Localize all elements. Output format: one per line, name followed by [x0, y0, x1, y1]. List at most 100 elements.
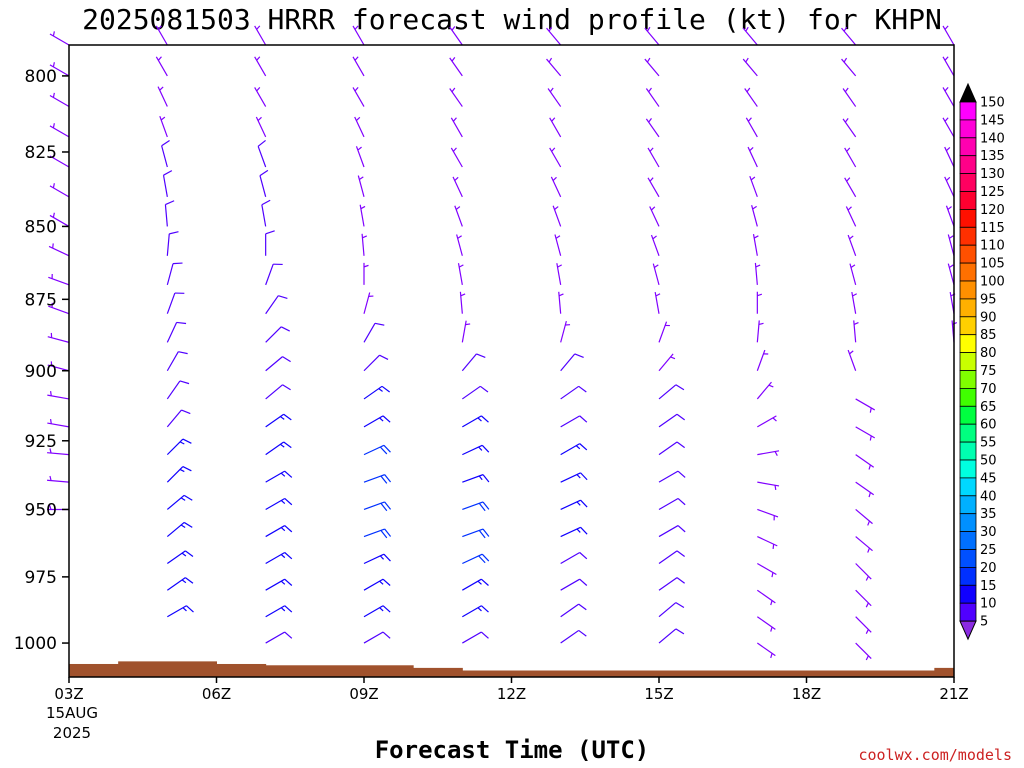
- wind-barb: [757, 450, 780, 456]
- wind-barb: [461, 320, 471, 343]
- wind-barb: [842, 117, 857, 138]
- colorbar-bottom-arrow: [959, 620, 977, 641]
- x-tick-label: 18Z: [792, 685, 821, 703]
- wind-barb: [942, 56, 955, 77]
- wind-barb: [166, 231, 179, 256]
- terrain-segment: [934, 667, 955, 677]
- wind-barb: [49, 183, 70, 198]
- x-date-year: 2025: [53, 724, 91, 742]
- wind-barb: [355, 146, 365, 168]
- wind-barb: [166, 380, 190, 400]
- wind-barb: [363, 528, 392, 539]
- terrain-segment: [462, 670, 935, 677]
- wind-barb: [259, 169, 269, 197]
- wind-barb: [457, 263, 464, 285]
- wind-barb: [166, 521, 193, 538]
- colorbar-label: 35: [980, 507, 997, 522]
- wind-barb: [756, 349, 769, 371]
- wind-barb: [560, 443, 588, 456]
- wind-barb: [49, 123, 70, 138]
- wind-barb: [166, 577, 194, 591]
- wind-barb: [363, 385, 390, 400]
- wind-barb: [841, 57, 857, 77]
- colorbar-label: 75: [980, 364, 997, 379]
- wind-barb: [255, 116, 267, 138]
- wind-barb: [560, 551, 588, 565]
- wind-barb: [756, 616, 776, 632]
- colorbar-label: 110: [980, 239, 1005, 254]
- wind-barb: [547, 87, 562, 107]
- wind-barb: [757, 536, 778, 549]
- wind-barb: [49, 62, 70, 77]
- colorbar-label: 130: [980, 167, 1005, 182]
- wind-barb: [560, 578, 588, 591]
- colorbar-label: 65: [980, 400, 997, 415]
- wind-barb: [744, 87, 758, 107]
- wind-barb: [47, 391, 70, 400]
- plot-frame: [68, 44, 955, 678]
- wind-barb: [556, 263, 562, 285]
- wind-barb: [363, 578, 391, 591]
- wind-barb: [658, 413, 685, 428]
- wind-barb: [265, 631, 293, 644]
- wind-barb: [658, 384, 685, 400]
- colorbar-label: 100: [980, 275, 1005, 290]
- wind-barb: [855, 563, 872, 581]
- wind-barb: [851, 291, 857, 314]
- wind-barb: [265, 230, 275, 256]
- wind-barb: [855, 454, 875, 470]
- wind-barb: [363, 474, 392, 484]
- wind-barb: [754, 262, 761, 285]
- x-tick-label: 09Z: [349, 685, 378, 703]
- wind-barb: [853, 320, 859, 343]
- x-axis: 03Z 06Z 09Z 12Z 15Z 18Z 21Z: [54, 677, 969, 703]
- colorbar-swatch: [959, 441, 977, 461]
- wind-barb: [756, 381, 774, 400]
- wind-barb: [658, 550, 685, 564]
- wind-barb: [363, 553, 391, 565]
- wind-barb: [462, 444, 490, 456]
- wind-barb: [166, 351, 188, 372]
- wind-barb: [560, 415, 588, 428]
- wind-barb: [462, 528, 490, 539]
- y-tick-label: 875: [25, 290, 57, 310]
- wind-barb: [842, 87, 857, 107]
- wind-barb: [947, 234, 955, 256]
- wind-barb: [462, 578, 489, 591]
- wind-barb: [747, 146, 758, 168]
- wind-barb: [47, 448, 70, 456]
- wind-barb: [462, 415, 489, 428]
- wind-barb: [363, 631, 391, 644]
- wind-barb: [459, 291, 466, 314]
- wind-barb: [560, 353, 584, 372]
- wind-barb: [947, 263, 955, 286]
- wind-barb: [254, 56, 267, 77]
- colorbar-label: 70: [980, 382, 997, 397]
- wind-barb: [363, 292, 374, 314]
- colorbar-label: 95: [980, 292, 997, 307]
- colorbar-label: 150: [980, 96, 1005, 111]
- wind-barb: [449, 87, 463, 107]
- terrain-segment: [118, 661, 217, 677]
- x-tick-label: 06Z: [202, 685, 231, 703]
- y-tick-label: 975: [25, 568, 57, 588]
- wind-barb: [265, 551, 293, 565]
- colorbar-swatch: [959, 280, 977, 300]
- wind-barb: [265, 326, 290, 343]
- wind-barb: [265, 605, 293, 618]
- wind-barb: [166, 292, 185, 314]
- wind-barb: [554, 234, 562, 256]
- terrain-segment: [413, 667, 463, 677]
- x-axis-label: Forecast Time (UTC): [375, 736, 650, 764]
- y-tick-label: 925: [25, 432, 57, 452]
- colorbar-swatch: [959, 352, 977, 371]
- terrain-layer: [69, 661, 955, 677]
- wind-barb: [845, 206, 857, 227]
- wind-barb: [844, 147, 857, 168]
- wind-barb: [166, 494, 193, 510]
- colorbar-label: 25: [980, 543, 997, 558]
- wind-barb: [352, 25, 365, 46]
- wind-barb: [49, 31, 70, 46]
- wind-barb: [47, 332, 70, 343]
- colorbar-label: 145: [980, 113, 1005, 128]
